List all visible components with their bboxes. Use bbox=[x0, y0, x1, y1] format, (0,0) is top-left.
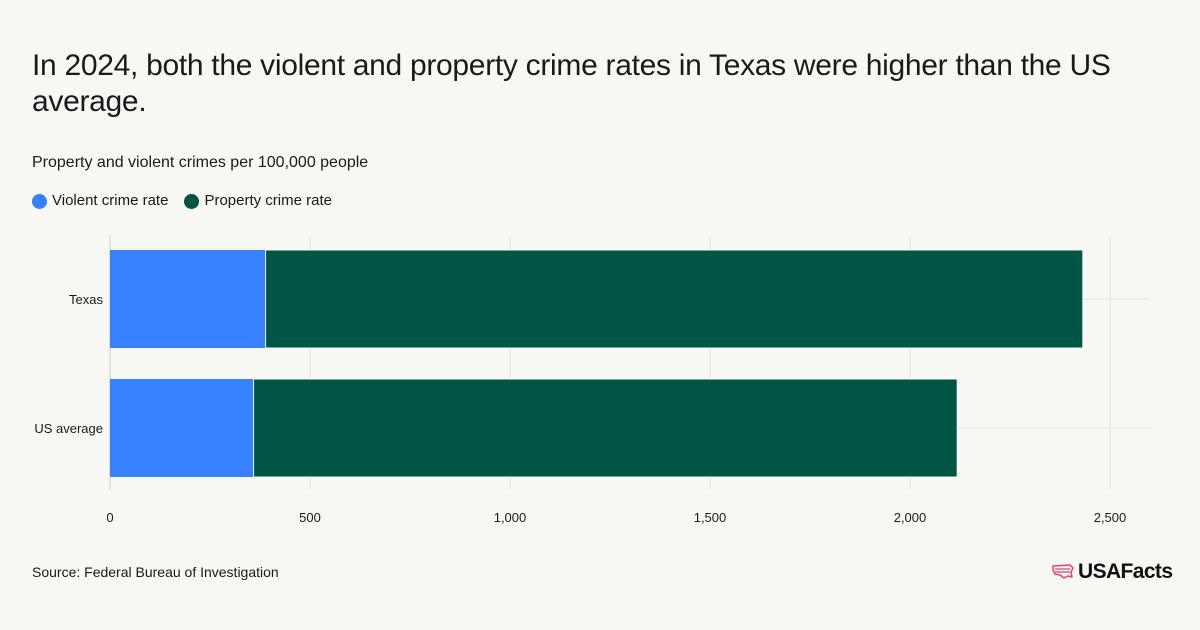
bar-property-0 bbox=[265, 249, 1084, 349]
x-tick-label: 500 bbox=[299, 510, 321, 525]
x-tick-label: 1,500 bbox=[694, 510, 727, 525]
legend-label-property: Property crime rate bbox=[204, 192, 332, 209]
legend-item-violent: Violent crime rate bbox=[32, 191, 168, 211]
category-label: US average bbox=[34, 421, 103, 436]
brand-name: USAFacts bbox=[1078, 560, 1173, 583]
legend: Violent crime rate Property crime rate bbox=[32, 191, 332, 211]
legend-swatch-property bbox=[184, 193, 200, 209]
x-tick-label: 1,000 bbox=[494, 510, 527, 525]
source-note: Source: Federal Bureau of Investigation bbox=[32, 564, 279, 580]
chart-title: In 2024, both the violent and property c… bbox=[32, 49, 1111, 118]
chart-subtitle: Property and violent crimes per 100,000 … bbox=[32, 154, 369, 171]
us-map-icon bbox=[1052, 564, 1074, 579]
legend-label-violent: Violent crime rate bbox=[52, 192, 169, 209]
category-label: Texas bbox=[69, 292, 103, 307]
brand-logo: USAFacts bbox=[1052, 560, 1173, 584]
legend-swatch-violent bbox=[32, 193, 47, 209]
bar-property-1 bbox=[253, 378, 958, 478]
x-tick-label: 2,500 bbox=[1094, 510, 1127, 525]
x-tick-label: 2,000 bbox=[894, 510, 927, 525]
legend-item-property: Property crime rate bbox=[184, 191, 332, 211]
bar-violent-1 bbox=[110, 379, 254, 477]
bar-violent-0 bbox=[110, 250, 266, 348]
x-tick-label: 0 bbox=[106, 510, 113, 525]
